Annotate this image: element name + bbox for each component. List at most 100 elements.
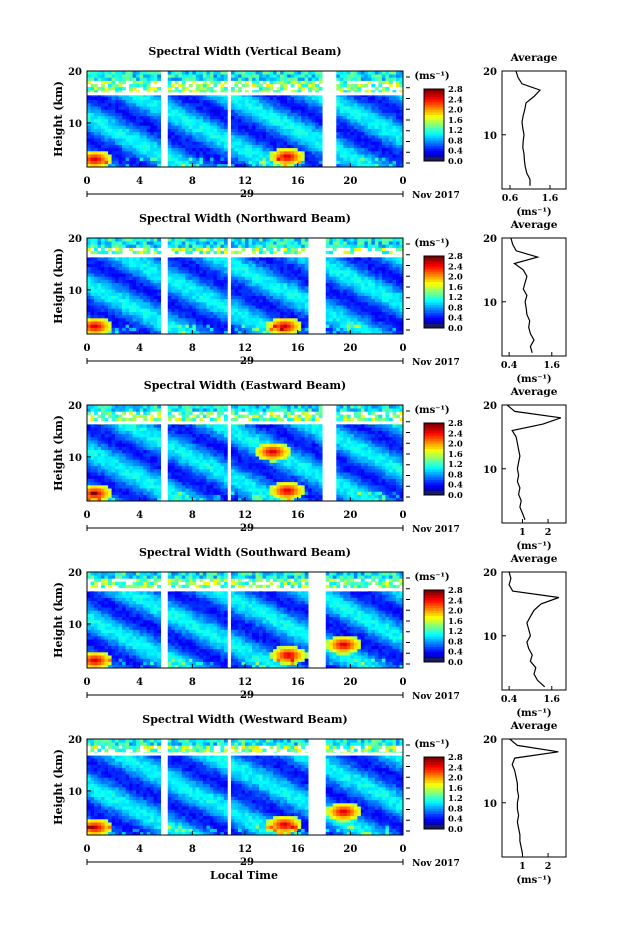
heatmap-cell bbox=[209, 302, 214, 306]
heatmap-cell bbox=[304, 311, 309, 316]
heatmap-cell bbox=[399, 311, 404, 316]
heatmap-cell bbox=[262, 263, 267, 268]
heatmap-cell bbox=[294, 106, 298, 110]
heatmap-cell bbox=[90, 302, 95, 306]
heatmap-cell bbox=[136, 276, 140, 280]
average-unit: (ms⁻¹) bbox=[516, 207, 551, 218]
heatmap-cell bbox=[192, 327, 197, 332]
heatmap-cell bbox=[223, 163, 228, 168]
heatmap-cell bbox=[353, 308, 358, 312]
heatmap-cell bbox=[104, 125, 109, 129]
heatmap-cell bbox=[101, 292, 105, 296]
heatmap-cell bbox=[139, 244, 144, 248]
heatmap-cell bbox=[311, 83, 316, 88]
heatmap-cell bbox=[276, 270, 281, 274]
heatmap-cell bbox=[273, 321, 277, 325]
heatmap-cell bbox=[230, 163, 235, 168]
heatmap-cell bbox=[241, 305, 246, 309]
heatmap-cell bbox=[294, 260, 298, 264]
heatmap-cell bbox=[266, 122, 270, 126]
heatmap-cell bbox=[171, 138, 176, 142]
heatmap-cell bbox=[269, 147, 274, 152]
heatmap-cell bbox=[259, 305, 263, 309]
heatmap-cell bbox=[101, 260, 105, 264]
heatmap-cell bbox=[188, 302, 193, 306]
heatmap-cell bbox=[234, 74, 239, 78]
heatmap-cell bbox=[301, 96, 305, 101]
heatmap-cell bbox=[216, 327, 221, 332]
heatmap-cell bbox=[171, 247, 176, 252]
heatmap-cell bbox=[259, 279, 263, 284]
heatmap-cell bbox=[178, 109, 183, 113]
heatmap-cell bbox=[283, 125, 288, 129]
heatmap-cell bbox=[132, 298, 137, 303]
heatmap-cell bbox=[216, 308, 221, 312]
heatmap-cell bbox=[104, 109, 109, 113]
heatmap-cell bbox=[315, 138, 320, 142]
heatmap-cell bbox=[304, 147, 309, 152]
heatmap-cell bbox=[367, 106, 372, 110]
heatmap-cell bbox=[311, 74, 316, 78]
heatmap-cell bbox=[230, 131, 235, 136]
heatmap-cell bbox=[97, 135, 102, 139]
heatmap-cell bbox=[129, 160, 133, 165]
heatmap-cell bbox=[216, 109, 221, 113]
colorbar-segment bbox=[424, 271, 444, 275]
heatmap-cell bbox=[374, 311, 379, 316]
heatmap-cell bbox=[90, 257, 95, 261]
heatmap-cell bbox=[136, 318, 140, 322]
heatmap-cell bbox=[269, 157, 274, 161]
heatmap-cell bbox=[195, 295, 200, 300]
heatmap-cell bbox=[237, 263, 242, 268]
heatmap-cell bbox=[220, 115, 225, 120]
heatmap-cell bbox=[290, 327, 295, 332]
heatmap-cell bbox=[395, 247, 400, 252]
heatmap-cell bbox=[392, 257, 397, 261]
heatmap-cell bbox=[136, 273, 140, 277]
heatmap-cell bbox=[94, 453, 98, 457]
heatmap-cell bbox=[129, 109, 133, 113]
heatmap-cell bbox=[269, 270, 274, 274]
heatmap-cell bbox=[185, 311, 190, 316]
heatmap-cell bbox=[188, 289, 193, 293]
average-y-tick-label: 20 bbox=[483, 67, 497, 78]
heatmap-cell bbox=[118, 109, 123, 113]
colorbar-segment bbox=[424, 140, 444, 144]
heatmap-cell bbox=[336, 131, 341, 136]
heatmap-cell bbox=[343, 74, 348, 78]
heatmap-cell bbox=[392, 292, 397, 296]
heatmap-cell bbox=[97, 481, 102, 486]
heatmap-cell bbox=[111, 103, 116, 107]
x-tick-label: 20 bbox=[343, 176, 357, 187]
heatmap-cell bbox=[118, 151, 123, 155]
heatmap-cell bbox=[378, 244, 383, 248]
heatmap-cell bbox=[101, 128, 105, 133]
heatmap-cell bbox=[311, 144, 316, 149]
heatmap-cell bbox=[378, 276, 383, 280]
heatmap-cell bbox=[262, 147, 267, 152]
average-x-tick-label: 0.6 bbox=[502, 193, 519, 204]
heatmap-cell bbox=[262, 109, 267, 113]
heatmap-cell bbox=[367, 157, 372, 161]
heatmap-cell bbox=[115, 282, 119, 287]
heatmap-cell bbox=[230, 112, 235, 117]
heatmap-cell bbox=[325, 330, 330, 335]
heatmap-cell bbox=[129, 99, 133, 104]
heatmap-cell bbox=[399, 71, 404, 75]
heatmap-cell bbox=[87, 282, 91, 287]
heatmap-cell bbox=[297, 318, 302, 322]
heatmap-cell bbox=[181, 125, 186, 129]
heatmap-cell bbox=[192, 273, 197, 277]
heatmap-cell bbox=[136, 157, 140, 161]
heatmap-cell bbox=[174, 147, 179, 152]
heatmap-cell bbox=[385, 112, 390, 117]
heatmap-cell bbox=[297, 292, 302, 296]
heatmap-cell bbox=[192, 96, 197, 101]
heatmap-cell bbox=[248, 311, 253, 316]
heatmap-cell bbox=[248, 286, 253, 290]
heatmap-cell bbox=[101, 154, 105, 158]
heatmap-cell bbox=[94, 106, 98, 110]
heatmap-cell bbox=[209, 135, 214, 139]
heatmap-cell bbox=[153, 87, 158, 91]
heatmap-cell bbox=[202, 311, 207, 316]
